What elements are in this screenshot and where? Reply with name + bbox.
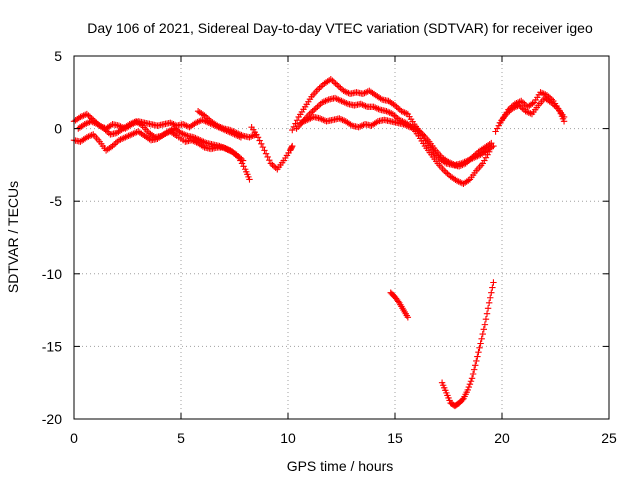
data-point-interp xyxy=(266,156,273,164)
data-point-interp xyxy=(293,117,301,124)
data-point-interp xyxy=(482,315,490,323)
data-point xyxy=(404,314,412,321)
data-point-interp xyxy=(475,349,482,356)
data-point-interp xyxy=(466,380,474,388)
y-tick-label: -15 xyxy=(42,338,62,354)
data-series xyxy=(70,76,568,410)
data-point-interp xyxy=(465,383,473,391)
x-tick-label: 15 xyxy=(387,430,403,446)
data-point xyxy=(261,147,268,154)
data-point-interp xyxy=(459,396,466,403)
data-point-interp xyxy=(470,366,478,373)
data-point xyxy=(481,321,489,328)
data-point-interp xyxy=(480,326,488,333)
data-point-interp xyxy=(483,310,491,317)
data-point-interp xyxy=(469,370,477,378)
data-point-interp xyxy=(262,150,270,157)
data-point xyxy=(477,340,484,347)
data-point-interp xyxy=(476,344,483,352)
y-tick-label: 5 xyxy=(54,48,62,64)
y-tick-label: 0 xyxy=(54,121,62,137)
data-point xyxy=(289,142,296,150)
data-point-interp xyxy=(472,362,479,369)
series-track-h xyxy=(297,113,497,169)
series-track-c xyxy=(75,118,253,183)
axis-tick-labels: 0 5 10 15 20 25 5 0 -5 -10 -15 -20 xyxy=(42,48,617,446)
data-point xyxy=(468,375,476,382)
x-tick-label: 5 xyxy=(177,430,185,446)
series-track-d xyxy=(194,107,260,141)
data-point xyxy=(254,134,262,141)
data-point xyxy=(473,357,480,365)
data-point-interp xyxy=(487,294,494,301)
x-tick-label: 0 xyxy=(70,430,78,446)
data-point-interp xyxy=(488,289,495,296)
data-point xyxy=(560,113,568,121)
axis-ticks xyxy=(73,55,610,420)
data-point xyxy=(485,299,493,307)
data-point xyxy=(289,126,296,134)
data-point-interp xyxy=(292,120,299,127)
x-tick-label: 10 xyxy=(280,430,296,446)
data-point-interp xyxy=(479,330,486,338)
data-point-interp xyxy=(467,378,475,385)
data-point-interp xyxy=(484,305,492,312)
data-point-interp xyxy=(395,298,402,305)
y-axis-label: SDTVAR / TECUs xyxy=(5,181,21,293)
chart-title: Day 106 of 2021, Sidereal Day-to-day VTE… xyxy=(87,20,593,36)
data-point-interp xyxy=(474,353,481,360)
data-point-interp xyxy=(256,137,263,144)
y-tick-label: -10 xyxy=(42,266,62,282)
x-tick-label: 20 xyxy=(494,430,510,446)
series-track-j xyxy=(496,94,568,126)
data-point-interp xyxy=(478,335,485,342)
data-point xyxy=(464,386,471,394)
series-track-e xyxy=(248,123,296,173)
y-tick-label: -20 xyxy=(42,411,62,427)
plot-frame xyxy=(73,55,610,420)
data-point xyxy=(490,279,497,286)
series-track-l xyxy=(438,279,497,410)
data-point-interp xyxy=(259,143,267,151)
x-tick-label: 25 xyxy=(601,430,617,446)
data-point-interp xyxy=(258,140,265,148)
data-point-interp xyxy=(489,284,496,291)
data-point-interp xyxy=(264,153,271,161)
data-point xyxy=(490,142,497,150)
data-point xyxy=(246,176,253,183)
series-track-k xyxy=(387,289,412,321)
x-axis-label: GPS time / hours xyxy=(287,458,394,474)
y-tick-label: -5 xyxy=(50,193,63,209)
